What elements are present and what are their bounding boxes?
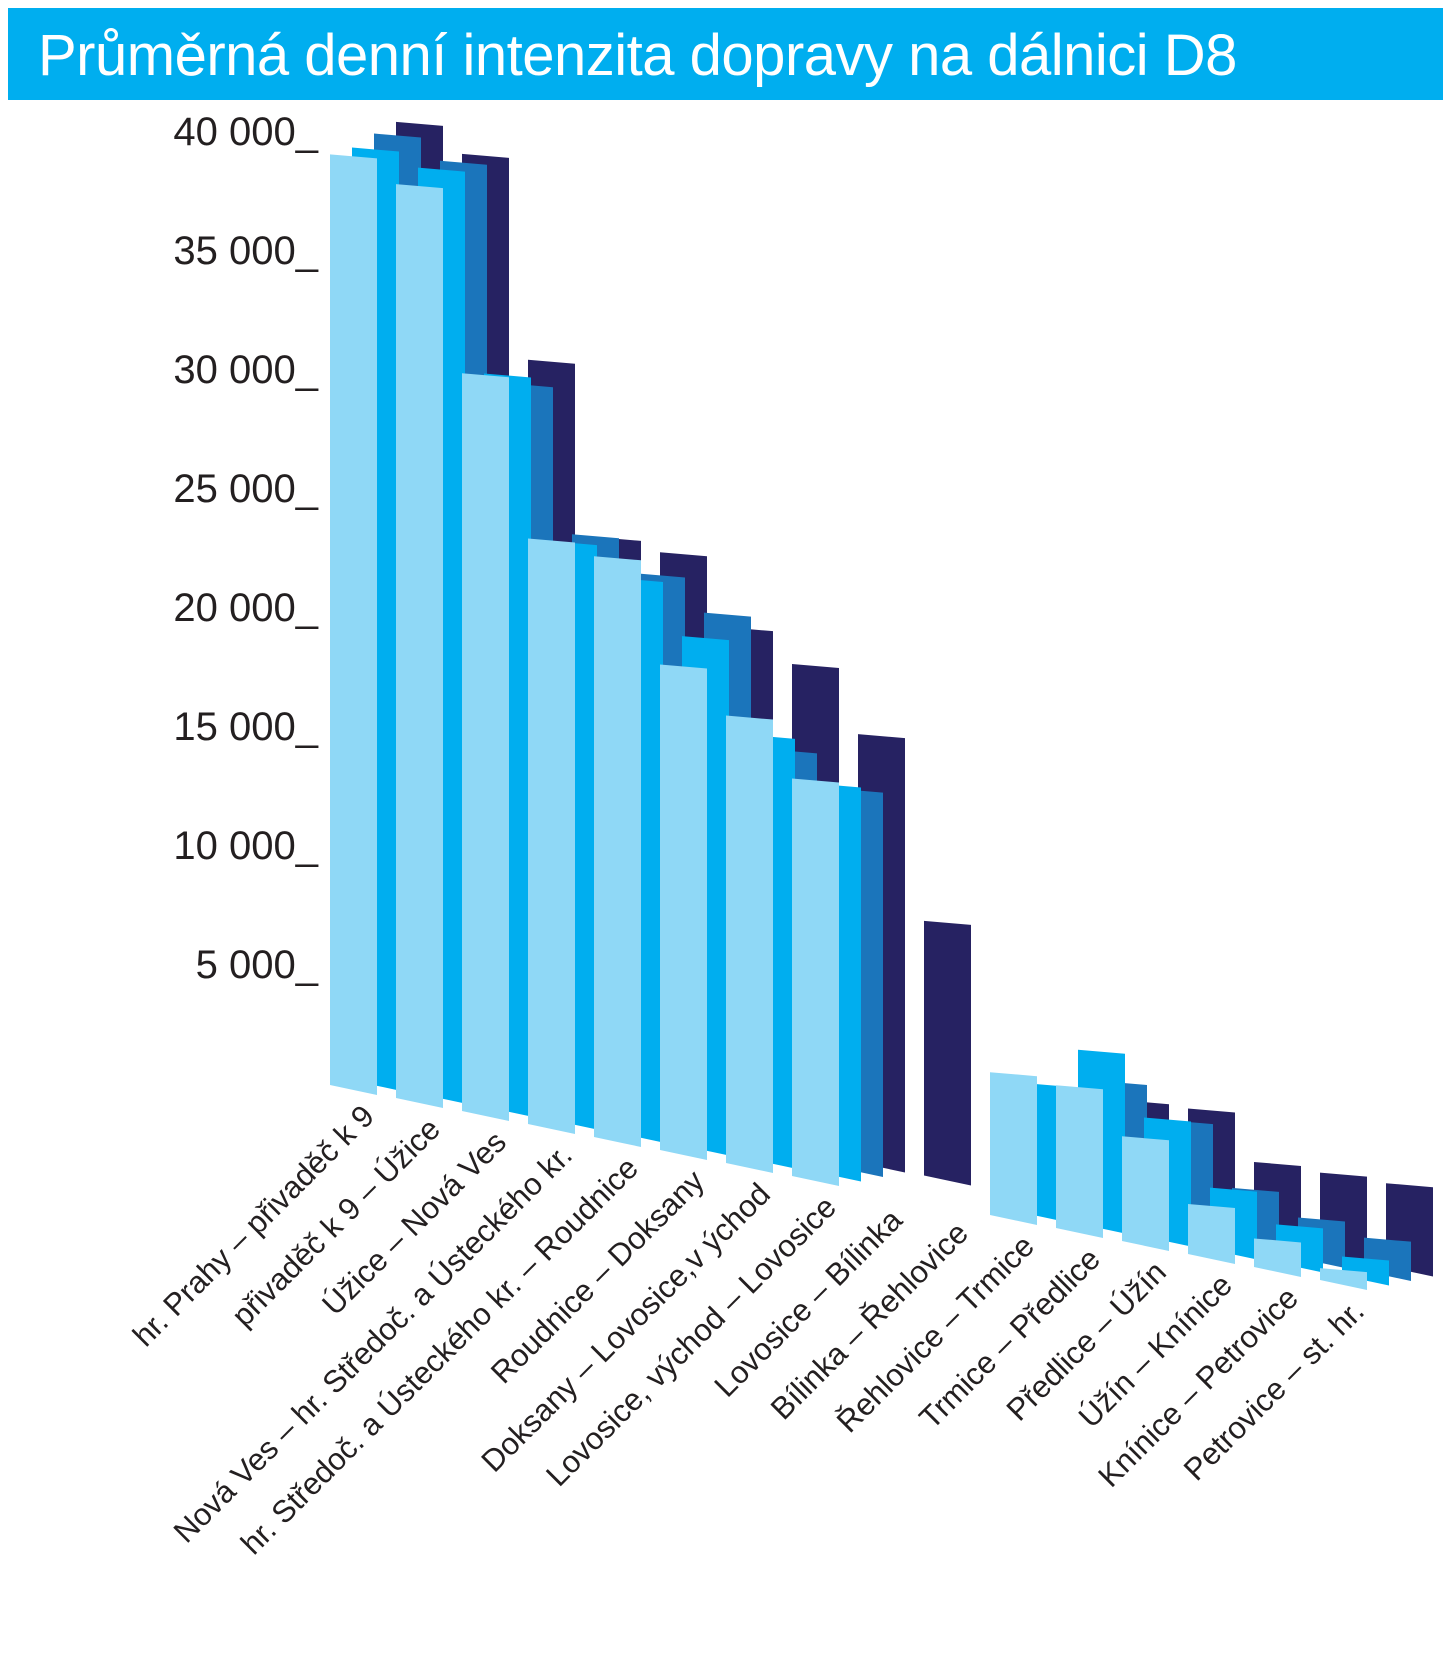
bar-s2-c16: [1342, 1256, 1389, 1286]
bar-s1-c3: [462, 373, 509, 1121]
bar-s1-c2: [396, 184, 443, 1108]
title-bar: Průměrná denní intenzita dopravy na dáln…: [8, 8, 1443, 100]
y-tick-label: 25 000_: [173, 467, 318, 511]
bar-s1-c4: [528, 538, 575, 1134]
bar-s1-c16: [1320, 1268, 1367, 1290]
bar-s1-c5: [594, 556, 641, 1147]
page-title: Průměrná denní intenzita dopravy na dáln…: [38, 23, 1237, 88]
y-tick-label: 15 000_: [173, 705, 318, 749]
y-tick-label: 20 000_: [173, 586, 318, 630]
bar-s1-c8: [792, 778, 839, 1186]
bar-s1-c13: [1122, 1136, 1169, 1251]
bar-s1-c14: [1188, 1204, 1235, 1264]
y-tick-label: 30 000_: [173, 348, 318, 392]
y-tick-label: 40 000_: [173, 110, 318, 154]
y-tick-label: 35 000_: [173, 229, 318, 273]
bar-s1-c1: [330, 154, 377, 1096]
bar-s4-c9: [924, 920, 971, 1186]
bar-s1-c6: [660, 664, 707, 1160]
category-label: Doksany – Lovosice,v ýchod: [474, 1176, 777, 1479]
y-tick-label: 5 000_: [196, 943, 319, 987]
bar-s1-c15: [1254, 1238, 1301, 1277]
bar-s1-c12: [1056, 1085, 1103, 1238]
bar-s1-c11: [990, 1072, 1037, 1225]
bar-s1-c7: [726, 715, 773, 1173]
y-tick-label: 10 000_: [173, 824, 318, 868]
